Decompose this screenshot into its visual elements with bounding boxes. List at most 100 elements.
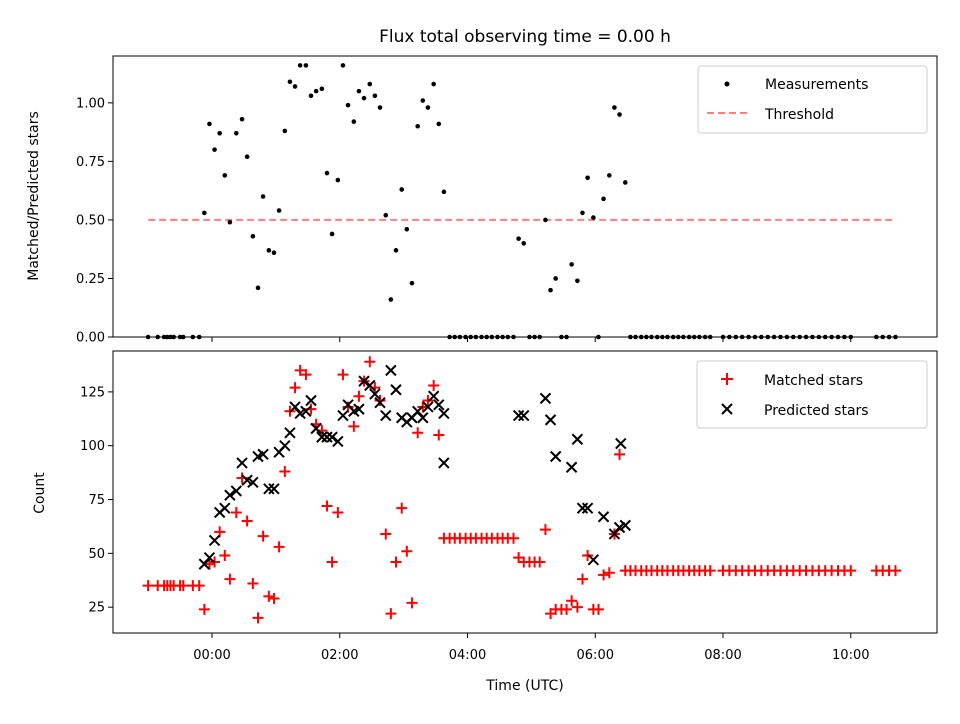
measurement-point — [308, 93, 314, 99]
predicted-star-point — [587, 554, 600, 566]
measurement-point — [617, 112, 622, 117]
predicted-star-point — [385, 364, 397, 377]
predicted-star-point — [571, 433, 584, 445]
measurement-point — [356, 88, 362, 94]
x-tick-label: 10:00 — [832, 648, 869, 663]
measurement-point — [622, 180, 628, 185]
top-y-tick-label: 1.00 — [76, 96, 105, 111]
measurement-point — [367, 81, 373, 87]
measurement-point — [612, 105, 617, 110]
matched-star-point — [571, 601, 583, 613]
predicted-star-point — [305, 394, 317, 407]
matched-star-point — [845, 565, 857, 577]
matched-star-point — [422, 395, 434, 407]
measurement-point — [212, 147, 217, 152]
matched-star-point — [508, 532, 520, 544]
measurement-point — [297, 63, 303, 68]
matched-star-point — [380, 528, 392, 540]
matched-star-point — [294, 364, 306, 376]
measurement-point — [282, 128, 288, 134]
predicted-star-point — [268, 483, 280, 495]
matched-star-point — [177, 580, 189, 592]
matched-star-point — [582, 550, 594, 562]
predicted-star-point — [581, 502, 594, 514]
predicted-star-point — [597, 511, 610, 523]
measurement-point — [260, 194, 266, 199]
measurement-point — [255, 285, 261, 291]
predicted-star-point — [544, 414, 557, 426]
measurement-point — [607, 173, 612, 178]
bottom-y-tick-label: 100 — [80, 439, 105, 454]
measurement-point — [329, 231, 335, 237]
predicted-star-point — [422, 401, 434, 413]
matched-star-point — [592, 603, 604, 615]
predicted-star-point — [203, 551, 216, 564]
predicted-star-point — [332, 435, 344, 448]
matched-star-point — [390, 556, 402, 568]
matched-star-point — [321, 500, 333, 512]
measurement-point — [404, 226, 410, 232]
predicted-star-point — [230, 485, 242, 497]
x-tick-label: 02:00 — [321, 648, 358, 663]
matched-star-point — [348, 420, 360, 432]
matched-star-point — [614, 448, 626, 460]
measurement-point — [244, 154, 250, 159]
predicted-star-point — [300, 405, 312, 417]
predicted-star-point — [279, 440, 291, 452]
matched-star-point — [561, 603, 573, 615]
legend-threshold-label: Threshold — [764, 107, 834, 123]
predicted-star-point — [374, 396, 386, 409]
predicted-star-point — [438, 407, 450, 420]
predicted-star-point — [539, 392, 552, 405]
measurement-point — [569, 262, 574, 267]
measurement-point — [393, 248, 399, 253]
measurement-point — [207, 121, 212, 127]
measurement-point — [601, 196, 606, 202]
predicted-star-point — [369, 388, 381, 400]
matched-star-point — [203, 558, 215, 570]
legend-predicted-marker — [721, 403, 733, 415]
matched-star-point — [428, 379, 440, 391]
measurement-point — [543, 217, 548, 223]
bottom-plot-frame — [112, 350, 938, 634]
predicted-star-point — [316, 431, 328, 443]
x-tick-label: 04:00 — [449, 648, 486, 663]
measurement-point — [217, 130, 222, 136]
predicted-star-point — [576, 502, 589, 514]
measurement-point — [415, 123, 420, 129]
matched-star-point — [385, 608, 397, 620]
measurement-point — [227, 219, 233, 225]
matched-star-point — [889, 565, 901, 577]
top-y-tick-label: 0.50 — [76, 213, 105, 228]
matched-star-point — [247, 577, 259, 589]
matched-star-point — [539, 524, 551, 536]
bottom-y-axis-label: Count — [32, 472, 48, 514]
measurement-point — [292, 84, 298, 89]
chart-title: Flux total observing time = 0.00 h — [379, 27, 671, 47]
top-y-tick-label: 0.00 — [76, 331, 105, 346]
measurement-point — [287, 79, 293, 85]
measurement-point — [377, 105, 383, 110]
matched-star-point — [142, 580, 154, 592]
matched-star-point — [193, 580, 205, 592]
legend-matched-label: Matched stars — [764, 373, 863, 389]
measurement-point — [239, 116, 245, 122]
measurement-point — [575, 278, 580, 284]
measurement-point — [399, 187, 405, 192]
predicted-star-point — [512, 409, 525, 422]
top-y-axis-label: Matched/Predicted stars — [26, 111, 42, 281]
measurement-point — [548, 287, 553, 293]
bottom-y-tick-label: 50 — [88, 547, 105, 562]
x-axis-label: Time (UTC) — [485, 678, 563, 694]
matched-star-point — [252, 612, 264, 624]
ratio-panel: Flux total observing time = 0.00 h Match… — [26, 27, 938, 346]
count-panel: Count Time (UTC) 25 50 75 100 125 00:00 02:00 0… — [32, 350, 938, 694]
measurement-point — [361, 95, 367, 101]
matched-star-point — [704, 565, 716, 577]
matched-star-point — [534, 556, 546, 568]
measurement-point — [591, 215, 596, 220]
matched-star-point — [412, 427, 424, 439]
measurement-point — [409, 280, 415, 286]
legend-measurements-label: Measurements — [765, 77, 868, 93]
predicted-star-point — [284, 427, 296, 439]
